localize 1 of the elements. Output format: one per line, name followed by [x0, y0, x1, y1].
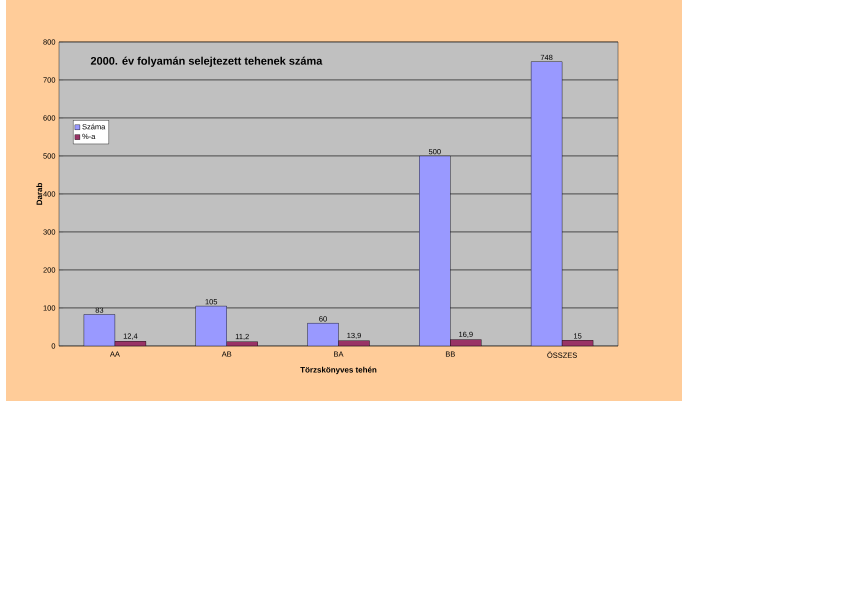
- text: 2000. év folyamán selejtezett tehenek száma: [90, 56, 322, 67]
